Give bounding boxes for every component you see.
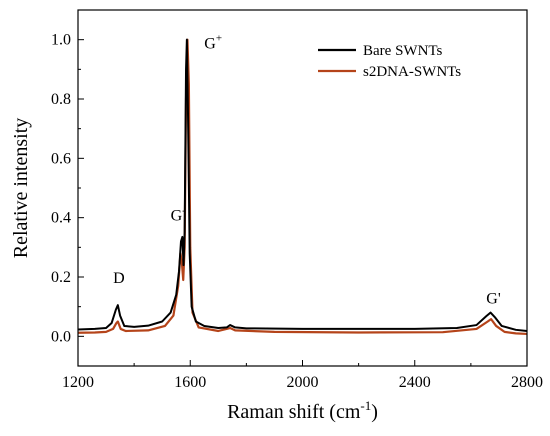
legend-label: s2DNA-SWNTs <box>363 64 461 80</box>
x-tick-label: 1200 <box>62 374 94 391</box>
ticks-layer: 1200 1600 2000 2400 2800 0.0 0.2 0.4 0.6 0.8 1.0 <box>51 9 543 391</box>
legend-label: Bare SWNTs <box>363 43 443 59</box>
peak-annotation: G+ <box>204 33 222 53</box>
peak-annotation: G' <box>486 291 501 308</box>
y-tick-label: 1.0 <box>51 32 71 49</box>
legend: Bare SWNTs s2DNA-SWNTs <box>318 43 461 80</box>
x-tick-label: 1600 <box>174 374 206 391</box>
y-tick-label: 0.2 <box>51 269 71 286</box>
x-axis-title: Raman shift (cm-1) <box>227 398 378 423</box>
peak-annotation: G- <box>171 205 187 225</box>
y-tick-label: 0.6 <box>51 150 71 167</box>
y-tick-label: 0.0 <box>51 328 71 345</box>
peak-annotation: D <box>113 270 125 287</box>
series-line-s2dna-swnts <box>77 38 528 336</box>
x-tick-label: 2400 <box>399 374 431 391</box>
x-axis-title-superscript: -1 <box>360 398 371 413</box>
y-tick-label: 0.4 <box>51 210 71 227</box>
annotations-layer: G+ G- D G' <box>113 33 501 308</box>
x-axis-title-text: Raman shift (cm <box>227 401 361 423</box>
series-layer <box>77 38 528 336</box>
series-line-bare-swnts <box>77 38 528 332</box>
x-tick-label: 2800 <box>511 374 543 391</box>
x-axis-title-close: ) <box>371 401 378 423</box>
y-tick-label: 0.8 <box>51 91 71 108</box>
x-tick-label: 2000 <box>287 374 319 391</box>
y-axis-title: Relative intensity <box>10 118 32 259</box>
